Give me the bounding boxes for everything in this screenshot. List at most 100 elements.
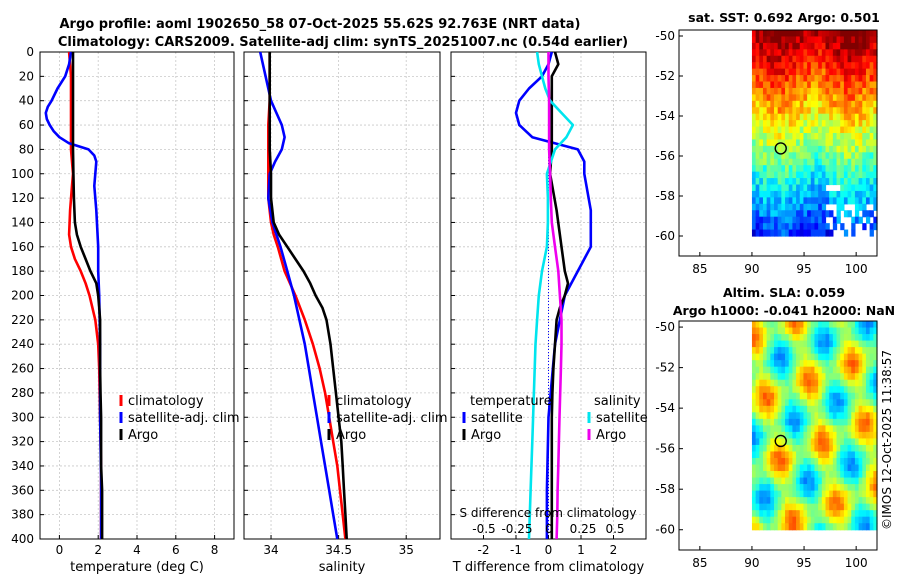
map-cell: [788, 133, 794, 141]
map-cell: [843, 418, 849, 426]
map-cell: [829, 444, 834, 453]
map-cell: [818, 145, 823, 153]
map-cell: [843, 229, 849, 237]
map-cell: [803, 386, 808, 394]
map-cell: [847, 444, 852, 453]
map-cell: [836, 490, 841, 498]
ytick-label: 280: [11, 386, 34, 400]
map-cell: [865, 321, 871, 329]
map-cell: [759, 334, 764, 342]
map-cell: [843, 126, 849, 134]
map-cell: [777, 75, 782, 83]
map-cell: [825, 392, 830, 400]
map-cell: [766, 386, 771, 394]
map-cell: [770, 36, 775, 44]
map-cell: [810, 165, 816, 173]
ytick-label: 380: [11, 508, 34, 522]
map-cell: [873, 75, 878, 83]
map-cell: [774, 431, 779, 440]
map-cell: [807, 152, 812, 160]
map-cell: [807, 81, 812, 89]
map-cell: [821, 321, 827, 329]
map-cell: [788, 145, 794, 153]
map-cell: [829, 477, 834, 485]
map-cell: [854, 171, 860, 179]
map-cell: [851, 190, 856, 198]
map-cell: [777, 184, 782, 192]
map-cell: [799, 425, 805, 433]
map-cell: [814, 399, 819, 407]
map-cell: [751, 484, 757, 492]
map-cell: [785, 340, 790, 348]
legend-title-salinity: salinity: [594, 394, 641, 409]
map-cell: [803, 490, 808, 498]
map-cell: [755, 81, 760, 89]
map-cell: [788, 431, 794, 440]
map-cell: [762, 145, 768, 153]
map-cell: [832, 139, 838, 147]
map-cell: [792, 100, 797, 108]
map-cell: [810, 510, 816, 518]
map-cell: [777, 379, 782, 387]
legend-title-temperature: temperature: [470, 394, 552, 409]
map-cell: [770, 68, 775, 76]
map-cell: [762, 321, 768, 329]
map-cell: [803, 444, 808, 453]
map-cell: [759, 152, 764, 160]
map-cell: [788, 197, 794, 205]
map-cell: [832, 373, 838, 381]
map-cell: [862, 490, 867, 498]
map-cell: [862, 62, 867, 70]
map-cell: [788, 30, 794, 38]
map-cell: [766, 353, 771, 361]
map-cell: [810, 471, 816, 479]
map-cell: [803, 334, 808, 342]
map-cell: [759, 36, 764, 44]
map-cell: [755, 392, 760, 400]
map-cell: [796, 178, 801, 186]
map-cell: [759, 438, 764, 446]
map-cell: [777, 412, 782, 420]
map-cell: [762, 210, 768, 218]
map-cell: [854, 516, 860, 524]
map-cell: [799, 399, 805, 407]
map-cell: [814, 210, 819, 218]
map-cell: [785, 451, 790, 459]
map-cell: [788, 373, 794, 381]
map-cell: [847, 418, 852, 426]
map-cell: [851, 405, 856, 413]
map-cell: [807, 75, 812, 83]
map-cell: [869, 68, 874, 76]
map-cell: [825, 62, 830, 70]
map-cell: [862, 145, 867, 153]
map-cell: [851, 75, 856, 83]
map-cell: [854, 184, 860, 192]
map-cell: [821, 379, 827, 387]
map-cell: [810, 120, 816, 128]
map-cell: [854, 444, 860, 453]
map-cell: [762, 100, 768, 108]
map-cell: [873, 152, 878, 160]
map-cell: [869, 340, 874, 348]
map-cell: [755, 126, 760, 134]
map-cell: [821, 444, 827, 453]
map-cell: [847, 184, 852, 192]
map-cell: [854, 216, 860, 224]
map-cell: [766, 203, 771, 211]
map-cell: [814, 347, 819, 355]
map-cell: [832, 152, 838, 160]
map-cell: [836, 451, 841, 459]
map-cell: [770, 216, 775, 224]
map-cell: [777, 107, 782, 115]
map-cell: [821, 484, 827, 492]
map-cell: [766, 503, 771, 511]
map-cell: [799, 438, 805, 446]
map-cell: [803, 197, 808, 205]
map-cell: [762, 516, 768, 524]
map-cell: [873, 334, 878, 342]
map-cell: [751, 42, 757, 50]
map-cell: [792, 392, 797, 400]
map-cell: [862, 334, 867, 342]
map-cell: [840, 184, 845, 192]
map-cell: [796, 158, 801, 166]
